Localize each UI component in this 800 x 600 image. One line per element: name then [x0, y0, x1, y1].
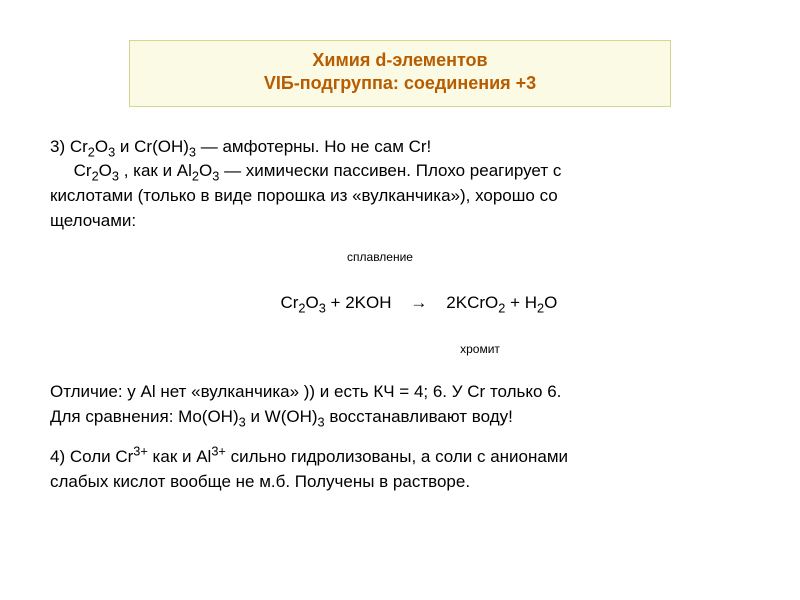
txt: сплавление: [347, 250, 413, 264]
txt: восстанавливают воду!: [325, 407, 513, 426]
txt: 3) Cr: [50, 137, 88, 156]
slide: Химия d-элементов VIБ-подгруппа: соедине…: [0, 0, 800, 600]
txt: , как и Al: [119, 161, 192, 180]
txt: Для сравнения: Mo(OH): [50, 407, 239, 426]
reaction-equation: Cr2O3 + 2KOH → 2KCrO2 + H2O: [50, 267, 750, 341]
txt: + H: [505, 293, 537, 312]
sub: 2: [298, 301, 305, 316]
txt: и Cr(OH): [115, 137, 189, 156]
p1-line4: щелочами:: [50, 209, 750, 234]
p1-line1: 3) Cr2O3 и Cr(OH)3 — амфотерны. Но не са…: [50, 135, 750, 160]
p2-line1: Отличие: у Al нет «вулканчика» )) и есть…: [50, 380, 750, 405]
txt: O: [306, 293, 319, 312]
sub: 3: [112, 169, 119, 184]
sub: 2: [88, 144, 95, 159]
txt: Cr: [280, 293, 298, 312]
sub: 2: [92, 169, 99, 184]
sub: 3: [319, 301, 326, 316]
sub: 3: [239, 414, 246, 429]
txt: Cr: [50, 161, 92, 180]
txt: — амфотерны. Но не сам Cr!: [196, 137, 431, 156]
reaction-product-label: хромит: [210, 341, 750, 358]
sub: 3: [189, 144, 196, 159]
txt: O: [544, 293, 557, 312]
p2-line2: Для сравнения: Mo(OH)3 и W(OH)3 восстана…: [50, 405, 750, 430]
txt: и W(OH): [246, 407, 318, 426]
sub: 3: [318, 414, 325, 429]
title-line-1: Химия d-элементов: [140, 49, 660, 72]
txt: O: [95, 137, 108, 156]
p3-line1: 4) Соли Cr3+ как и Al3+ сильно гидролизо…: [50, 445, 750, 470]
txt: + 2KOH → 2KCrO: [326, 293, 498, 312]
reaction-condition: сплавление: [10, 249, 750, 266]
txt: хромит: [460, 342, 500, 356]
sub: 2: [192, 169, 199, 184]
title-line-2: VIБ-подгруппа: соединения +3: [140, 72, 660, 95]
p3-line2: слабых кислот вообще не м.б. Получены в …: [50, 470, 750, 495]
p1-line2: Cr2O3 , как и Al2O3 — химически пассивен…: [50, 159, 750, 184]
reaction-block: сплавление Cr2O3 + 2KOH → 2KCrO2 + H2O х…: [50, 249, 750, 358]
body-text: 3) Cr2O3 и Cr(OH)3 — амфотерны. Но не са…: [50, 135, 750, 495]
txt: как и Al: [148, 447, 211, 466]
txt: 4) Соли Cr: [50, 447, 133, 466]
title-box: Химия d-элементов VIБ-подгруппа: соедине…: [129, 40, 671, 107]
txt: сильно гидролизованы, а соли с анионами: [226, 447, 568, 466]
paragraph-1: 3) Cr2O3 и Cr(OH)3 — амфотерны. Но не са…: [50, 135, 750, 234]
paragraph-2: Отличие: у Al нет «вулканчика» )) и есть…: [50, 380, 750, 429]
txt: O: [99, 161, 112, 180]
sup: 3+: [133, 444, 148, 459]
txt: — химически пассивен. Плохо реагирует с: [219, 161, 561, 180]
sup: 3+: [211, 444, 226, 459]
txt: O: [199, 161, 212, 180]
paragraph-3: 4) Соли Cr3+ как и Al3+ сильно гидролизо…: [50, 445, 750, 494]
p1-line3: кислотами (только в виде порошка из «вул…: [50, 184, 750, 209]
